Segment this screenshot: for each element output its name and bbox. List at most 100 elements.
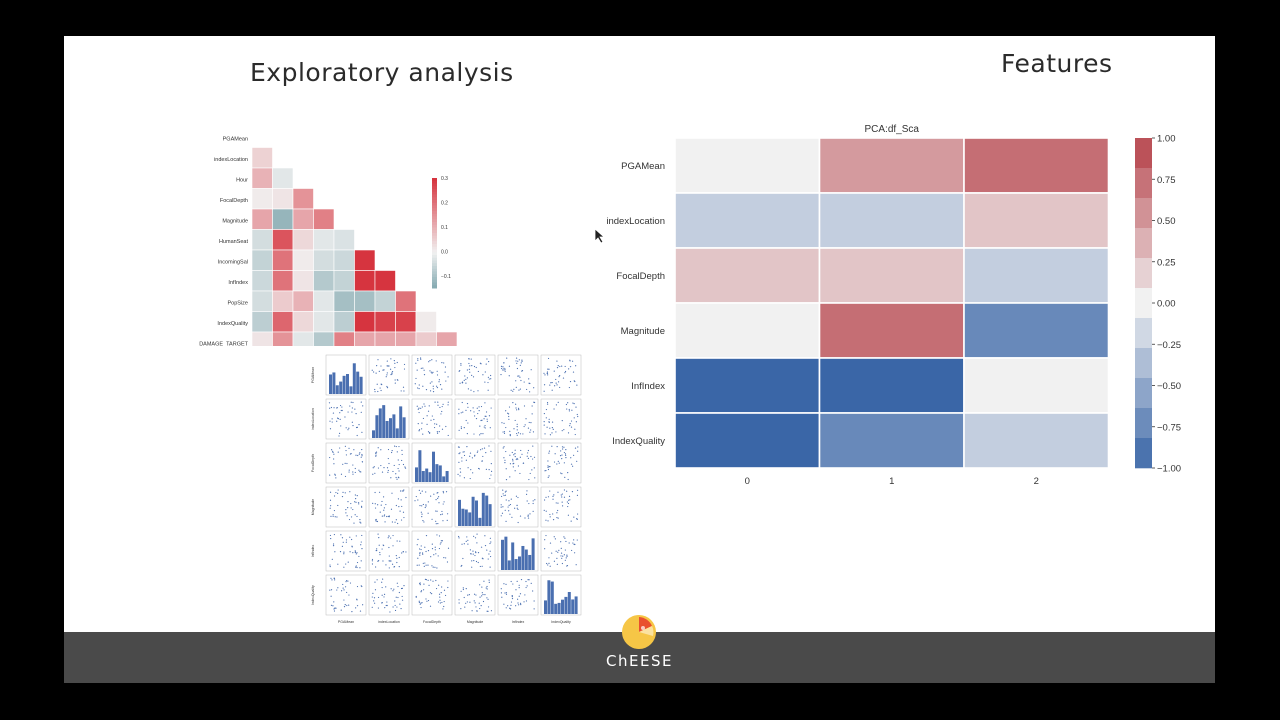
correlation-heatmap: PGAMeanindexLocationHourFocalDepthMagnit… bbox=[199, 136, 458, 346]
pair-hist-bar bbox=[385, 420, 389, 438]
pair-point bbox=[356, 434, 358, 437]
pair-point bbox=[564, 453, 567, 455]
pair-point bbox=[481, 460, 483, 462]
pair-panel bbox=[325, 486, 367, 528]
pair-point bbox=[355, 535, 357, 537]
pair-point bbox=[559, 386, 561, 389]
pair-point bbox=[422, 503, 424, 506]
pair-point bbox=[521, 370, 524, 372]
pair-point bbox=[361, 585, 363, 588]
pair-point bbox=[460, 565, 462, 567]
pair-point bbox=[575, 564, 577, 566]
pair-hist-bar bbox=[574, 596, 578, 614]
pair-point bbox=[444, 366, 447, 368]
pair-point bbox=[351, 421, 353, 423]
pair-point bbox=[374, 388, 376, 391]
pair-point bbox=[382, 578, 384, 580]
pair-point bbox=[458, 535, 460, 538]
pair-point bbox=[419, 492, 422, 494]
pair-point bbox=[517, 508, 519, 511]
pair-point bbox=[443, 589, 446, 591]
pair-point bbox=[417, 358, 419, 360]
pair-point bbox=[549, 565, 551, 567]
pair-point bbox=[517, 375, 519, 377]
pair-point bbox=[524, 424, 526, 426]
pair-point bbox=[561, 365, 563, 367]
pair-point bbox=[352, 508, 354, 511]
pair-point bbox=[342, 491, 344, 493]
pair-point bbox=[342, 463, 344, 465]
pair-point bbox=[501, 495, 503, 498]
pair-point bbox=[360, 401, 362, 403]
pair-point bbox=[566, 408, 568, 410]
pair-point bbox=[350, 452, 352, 455]
pair-point bbox=[486, 585, 488, 588]
pair-point bbox=[437, 555, 439, 557]
pair-point bbox=[345, 449, 347, 452]
pair-point bbox=[355, 498, 357, 500]
pair-point bbox=[379, 511, 381, 513]
pair-point bbox=[520, 379, 522, 382]
pair-point bbox=[343, 599, 345, 601]
pair-point bbox=[560, 552, 563, 554]
pair-point bbox=[532, 431, 535, 433]
pair-hist-bar bbox=[488, 504, 492, 526]
pair-point bbox=[553, 370, 555, 372]
pair-point bbox=[565, 403, 568, 406]
pair-point bbox=[394, 382, 396, 384]
pair-point bbox=[334, 474, 336, 476]
pair-point bbox=[462, 587, 464, 589]
pair-point bbox=[557, 491, 559, 493]
pair-point bbox=[467, 467, 469, 469]
pair-point bbox=[512, 390, 514, 392]
pair-point bbox=[522, 462, 525, 464]
pair-point bbox=[548, 450, 551, 452]
pair-point bbox=[471, 560, 473, 562]
pair-point bbox=[353, 449, 355, 451]
pair-hist-bar bbox=[438, 465, 442, 482]
pair-point bbox=[426, 600, 428, 602]
corr-cell bbox=[272, 167, 294, 189]
pair-point bbox=[349, 551, 351, 553]
corr-cell bbox=[436, 331, 458, 346]
pair-point bbox=[384, 607, 386, 609]
pair-point bbox=[501, 422, 503, 424]
pca-colorbar-tick: 0.75 bbox=[1157, 175, 1176, 186]
pair-point bbox=[417, 359, 419, 361]
pair-point bbox=[556, 446, 558, 448]
pair-point bbox=[560, 494, 562, 496]
pair-point bbox=[384, 521, 386, 523]
pair-point bbox=[567, 471, 569, 474]
pair-point bbox=[354, 408, 356, 410]
pair-point bbox=[551, 421, 554, 423]
pair-point bbox=[577, 446, 579, 448]
pair-point bbox=[552, 498, 554, 500]
pair-point bbox=[433, 418, 435, 421]
pair-point bbox=[461, 381, 464, 383]
corr-colorbar-segment bbox=[432, 219, 437, 223]
pair-point bbox=[354, 514, 356, 516]
pair-point bbox=[443, 605, 445, 608]
pair-hist-bar bbox=[352, 363, 356, 394]
pair-point bbox=[529, 391, 531, 393]
pair-point bbox=[356, 552, 358, 554]
pair-point bbox=[503, 431, 506, 433]
pair-point bbox=[556, 516, 558, 519]
pair-point bbox=[443, 501, 445, 503]
pair-point bbox=[500, 592, 503, 594]
pair-point bbox=[390, 588, 392, 590]
pair-point bbox=[419, 603, 421, 605]
corr-colorbar-segment bbox=[432, 224, 437, 228]
pair-point bbox=[372, 467, 374, 469]
pair-point bbox=[488, 415, 491, 417]
pair-point bbox=[373, 371, 375, 373]
pair-point bbox=[533, 401, 536, 404]
pair-point bbox=[502, 489, 504, 491]
pair-point bbox=[440, 542, 442, 544]
pca-colorbar-segment bbox=[1135, 168, 1152, 199]
pair-panel bbox=[540, 354, 582, 396]
pair-point bbox=[567, 514, 569, 516]
pair-point bbox=[509, 607, 511, 609]
pair-point bbox=[396, 561, 398, 564]
pair-point bbox=[439, 602, 441, 604]
